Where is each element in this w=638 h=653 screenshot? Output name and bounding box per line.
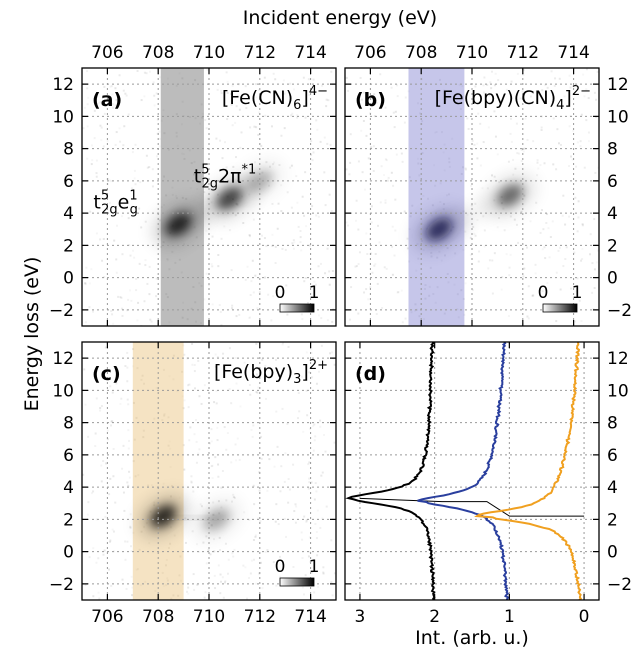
- heatmap-content: [408, 68, 534, 326]
- ylabel: Energy loss (eV): [21, 257, 43, 412]
- y-tick-label-left: 0: [63, 269, 74, 289]
- peak-connector: [359, 497, 585, 517]
- x-tick-label-bottom: 706: [91, 607, 123, 627]
- x-tick-label-top: 706: [91, 43, 123, 63]
- y-tick-label-left: 8: [63, 140, 74, 160]
- colorbar-max-label: 1: [309, 557, 320, 577]
- x-tick-label-bottom: 714: [294, 607, 326, 627]
- panel-label: (d): [355, 363, 386, 385]
- y-tick-label-right: 4: [607, 204, 618, 224]
- x-tick-label-top: 710: [456, 43, 488, 63]
- y-tick-label-right: 2: [607, 236, 618, 256]
- highlight-band: [408, 68, 465, 326]
- y-tick-label-right: −2: [607, 301, 632, 321]
- y-tick-label-left: 6: [63, 446, 74, 466]
- state-annotation: t5 2ge1 g: [93, 188, 138, 217]
- colorbar: [542, 303, 578, 313]
- plot-area: [345, 342, 599, 600]
- colorbar: [279, 577, 315, 587]
- spectrum-line-2: [417, 342, 510, 600]
- y-tick-label-left: −2: [49, 575, 74, 595]
- x-tick-label-top: 708: [405, 43, 437, 63]
- panel-title: [Fe(CN)6]4−: [222, 84, 328, 113]
- y-tick-label-left: 4: [63, 204, 74, 224]
- x-tick-label-top: 714: [557, 43, 589, 63]
- colorbar: [279, 303, 315, 313]
- heatmap-content: [155, 68, 283, 326]
- highlight-band: [160, 68, 204, 326]
- panel-title: [Fe(bpy)(CN)4]2−: [435, 84, 591, 113]
- bottom-xlabel: Int. (arb. u.): [415, 627, 529, 649]
- y-tick-label-right: 10: [607, 381, 629, 401]
- feature-core: [497, 184, 523, 207]
- y-tick-label-right: 12: [607, 75, 629, 95]
- colorbar-max-label: 1: [572, 283, 583, 303]
- y-tick-label-left: 8: [63, 414, 74, 434]
- y-tick-label-left: −2: [49, 301, 74, 321]
- panel-label: (b): [355, 89, 386, 111]
- x-tick-label-top: 712: [244, 43, 276, 63]
- y-tick-label-right: −2: [607, 575, 632, 595]
- y-tick-label-left: 6: [63, 172, 74, 192]
- noise-layer: [82, 68, 335, 326]
- state-annotation: t5 2g2π*1: [194, 162, 257, 191]
- x-tick-label-bottom: 0: [579, 607, 590, 627]
- plot-frame: [344, 341, 600, 601]
- top-xlabel: Incident energy (eV): [243, 7, 437, 29]
- colorbar-max-label: 1: [309, 283, 320, 303]
- x-tick-label-top: 712: [507, 43, 539, 63]
- panel-label: (c): [92, 363, 121, 385]
- feature-core: [216, 187, 242, 210]
- noise-layer: [345, 68, 599, 326]
- y-tick-label-left: 10: [52, 381, 74, 401]
- y-tick-label-left: 2: [63, 236, 74, 256]
- x-tick-label-top: 708: [142, 43, 174, 63]
- panel-label: (a): [92, 89, 122, 111]
- y-tick-label-right: 12: [607, 349, 629, 369]
- x-tick-label-bottom: 708: [142, 607, 174, 627]
- x-tick-label-top: 714: [294, 43, 326, 63]
- y-tick-label-right: 0: [607, 269, 618, 289]
- colorbar-min-label: 0: [275, 557, 286, 577]
- spectrum-line-3: [474, 342, 583, 600]
- y-tick-label-right: 8: [607, 414, 618, 434]
- y-tick-label-right: 2: [607, 510, 618, 530]
- y-tick-label-right: 10: [607, 107, 629, 127]
- y-tick-label-left: 2: [63, 510, 74, 530]
- y-tick-label-right: 8: [607, 140, 618, 160]
- feature-core: [247, 169, 273, 192]
- y-tick-label-right: 4: [607, 478, 618, 498]
- y-tick-label-right: 6: [607, 446, 618, 466]
- y-tick-label-left: 12: [52, 349, 74, 369]
- feature-core: [426, 218, 452, 241]
- x-tick-label-top: 710: [193, 43, 225, 63]
- x-tick-label-bottom: 710: [193, 607, 225, 627]
- x-tick-label-bottom: 1: [504, 607, 515, 627]
- x-tick-label-bottom: 3: [355, 607, 366, 627]
- y-tick-label-left: 4: [63, 478, 74, 498]
- y-tick-label-left: 12: [52, 75, 74, 95]
- y-tick-label-left: 0: [63, 543, 74, 563]
- y-tick-label-right: 0: [607, 543, 618, 563]
- x-tick-label-top: 706: [354, 43, 386, 63]
- feature-core: [165, 213, 192, 236]
- x-tick-label-bottom: 712: [244, 607, 276, 627]
- feature-core: [204, 508, 230, 531]
- x-tick-label-bottom: 2: [429, 607, 440, 627]
- highlight-band: [132, 342, 184, 600]
- y-tick-label-right: 6: [607, 172, 618, 192]
- colorbar-min-label: 0: [538, 283, 549, 303]
- feature-core: [150, 505, 176, 528]
- panel-title: [Fe(bpy)3]2+: [214, 358, 328, 387]
- y-tick-label-left: 10: [52, 107, 74, 127]
- colorbar-min-label: 0: [275, 283, 286, 303]
- spectrum-line-1: [345, 342, 436, 600]
